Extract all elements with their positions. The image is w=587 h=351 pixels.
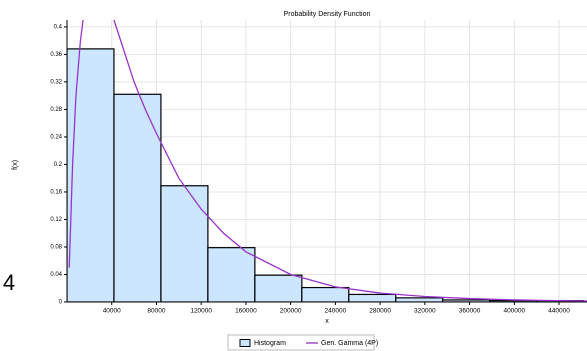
x-tick-label: 320000 bbox=[414, 308, 436, 315]
y-tick-label: 0.28 bbox=[50, 107, 62, 113]
y-tick-label: 0.16 bbox=[50, 190, 62, 196]
pdf-curve bbox=[68, 20, 587, 302]
histogram-bar bbox=[489, 300, 538, 302]
legend-label: Histogram bbox=[254, 340, 286, 347]
x-tick-label: 200000 bbox=[280, 308, 302, 315]
y-tick-label: 0.08 bbox=[50, 245, 62, 251]
x-tick-label: 80000 bbox=[147, 308, 165, 315]
x-tick-label: 120000 bbox=[190, 308, 212, 315]
histogram-bar bbox=[348, 293, 397, 302]
y-axis-label: f(x) bbox=[12, 160, 19, 170]
legend-box bbox=[227, 334, 375, 351]
histogram-bar bbox=[67, 48, 115, 302]
histogram-bar bbox=[254, 274, 303, 302]
y-tick-label: 0.32 bbox=[50, 79, 62, 85]
histogram-bar bbox=[442, 299, 491, 302]
histogram-bar bbox=[395, 297, 444, 302]
y-tick-label: 0.04 bbox=[50, 272, 62, 278]
y-tick-label: 0.12 bbox=[50, 217, 62, 223]
x-tick-label: 400000 bbox=[503, 308, 525, 315]
y-tick-label: 0.4 bbox=[54, 24, 63, 30]
stray-glyph: 4 bbox=[3, 270, 15, 295]
plot-area bbox=[67, 20, 587, 302]
y-tick-label: 0.36 bbox=[50, 52, 62, 58]
x-tick-label: 280000 bbox=[369, 308, 391, 315]
legend-label: Gen. Gamma (4P) bbox=[321, 340, 378, 347]
x-tick-label: 240000 bbox=[325, 308, 347, 315]
x-axis-label: x bbox=[325, 318, 329, 325]
x-tick-label: 440000 bbox=[548, 308, 570, 315]
histogram-bar bbox=[301, 286, 350, 302]
x-tick-label: 360000 bbox=[459, 308, 481, 315]
legend-swatch bbox=[239, 339, 251, 347]
x-tick-label: 40000 bbox=[103, 308, 121, 315]
y-tick-label: 0.2 bbox=[54, 162, 63, 168]
y-tick-label: 0 bbox=[59, 300, 63, 306]
histogram-bar bbox=[207, 247, 256, 302]
histogram-bar bbox=[113, 93, 162, 302]
y-tick-label: 0.24 bbox=[50, 135, 62, 141]
x-tick-label: 160000 bbox=[235, 308, 257, 315]
histogram-bar bbox=[160, 185, 209, 302]
chart-title: Probability Density Function bbox=[284, 11, 371, 18]
